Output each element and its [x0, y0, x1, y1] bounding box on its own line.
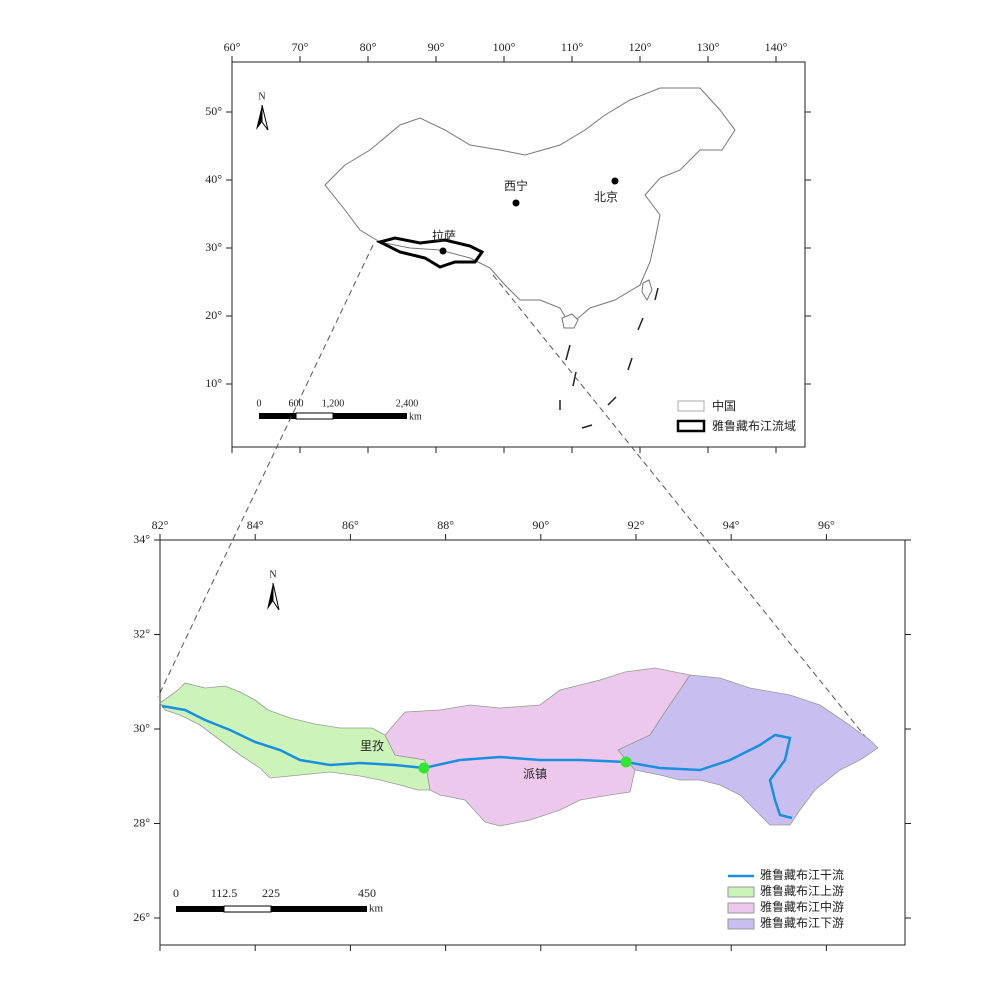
china-outline	[324, 87, 736, 326]
lon-tick-label: 88°	[437, 518, 454, 532]
lon-tick-label: 130°	[697, 40, 720, 54]
top-map-frame	[231, 61, 806, 448]
lon-tick-label: 70°	[292, 40, 309, 54]
lon-tick-label: 80°	[360, 40, 377, 54]
lat-tick-label: 20°	[205, 308, 222, 322]
legend-swatch	[727, 918, 755, 930]
lat-tick-label: 10°	[205, 376, 222, 390]
legend-label: 雅鲁藏布江流域	[712, 418, 796, 433]
lat-tick-label: 30°	[205, 240, 222, 254]
legend-label: 雅鲁藏布江上游	[760, 883, 844, 898]
scale-bar	[259, 413, 296, 419]
main-river	[161, 704, 793, 820]
lon-tick-label: 84°	[247, 518, 264, 532]
lat-tick-label: 34°	[133, 532, 150, 546]
north-arrow	[272, 582, 280, 611]
lon-tick-label: 90°	[428, 40, 445, 54]
scale-label: 2,400	[396, 398, 419, 409]
place-label: 里孜	[360, 739, 384, 753]
scale-label: 112.5	[211, 886, 238, 900]
lon-tick-label: 110°	[561, 40, 584, 54]
scale-unit: km	[409, 411, 422, 422]
city-label: 北京	[594, 190, 618, 204]
north-label: N	[258, 91, 265, 102]
scale-label: 1,200	[322, 398, 345, 409]
bottom-map-frame	[159, 539, 906, 946]
lon-tick-label: 60°	[224, 40, 241, 54]
scale-bar	[223, 905, 272, 913]
north-arrow	[256, 105, 262, 130]
lat-tick-label: 26°	[133, 910, 150, 924]
legend-label: 雅鲁藏布江下游	[760, 915, 844, 930]
north-label: N	[269, 569, 276, 580]
north-arrow	[267, 583, 273, 610]
south-china-sea-dashes	[559, 287, 659, 429]
islands	[561, 279, 653, 329]
scale-label: 0	[257, 398, 262, 409]
lat-tick-label: 30°	[133, 721, 150, 735]
lon-tick-label: 140°	[765, 40, 788, 54]
scale-label: 0	[173, 886, 179, 900]
city-label: 拉萨	[432, 228, 456, 243]
legend-swatch	[677, 400, 705, 412]
legend-swatch	[676, 419, 706, 433]
lat-tick-label: 28°	[133, 815, 150, 829]
lon-tick-label: 82°	[152, 518, 169, 532]
place-label: 派镇	[523, 767, 547, 781]
scale-bar	[333, 413, 407, 419]
scale-label: 450	[358, 886, 376, 900]
legend-label: 中国	[712, 398, 736, 413]
scale-unit: km	[369, 903, 384, 915]
legend-swatch	[727, 902, 755, 914]
lon-tick-label: 100°	[493, 40, 516, 54]
north-arrow	[261, 104, 269, 131]
city-label: 西宁	[504, 178, 528, 193]
legend-label: 雅鲁藏布江中游	[760, 899, 844, 914]
lon-tick-label: 120°	[629, 40, 652, 54]
legend-label: 雅鲁藏布江干流	[760, 867, 844, 882]
zoom-connector	[492, 274, 873, 746]
station-point	[418, 762, 430, 774]
scale-label: 600	[289, 398, 304, 409]
station-point	[620, 756, 632, 768]
scale-label: 225	[262, 886, 280, 900]
lat-tick-label: 50°	[205, 104, 222, 118]
lon-tick-label: 90°	[532, 518, 549, 532]
zoom-connector	[157, 244, 374, 698]
scale-bar	[295, 412, 334, 420]
scale-bar	[176, 906, 224, 912]
city-dot	[611, 177, 619, 185]
lon-tick-label: 86°	[342, 518, 359, 532]
lat-tick-label: 40°	[205, 172, 222, 186]
city-dot	[512, 199, 520, 207]
basin-outline	[375, 236, 485, 269]
lon-tick-label: 92°	[628, 518, 645, 532]
lon-tick-label: 94°	[723, 518, 740, 532]
lat-tick-label: 32°	[133, 626, 150, 640]
scale-bar	[271, 906, 367, 912]
city-dot	[439, 247, 447, 255]
lon-tick-label: 96°	[818, 518, 835, 532]
legend-swatch	[727, 886, 755, 898]
